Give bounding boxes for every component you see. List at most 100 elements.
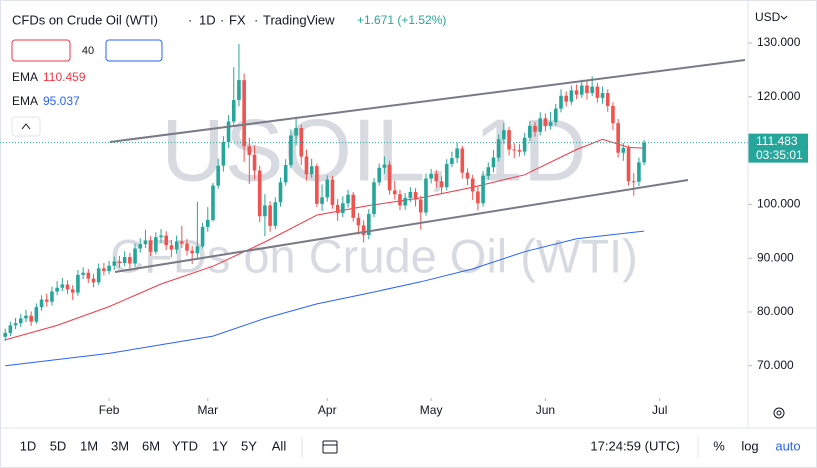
last-price-label: 111.483 xyxy=(756,134,798,148)
candle-body xyxy=(424,178,428,213)
clock: 17:24:59 (UTC) xyxy=(590,438,680,453)
x-tick-label: Jun xyxy=(536,403,555,417)
x-tick-label: Apr xyxy=(318,403,337,417)
candle-body xyxy=(143,240,148,245)
candle-body xyxy=(96,268,101,283)
channel-upper xyxy=(109,59,746,143)
candle-body xyxy=(86,272,91,279)
candle-body xyxy=(76,274,80,293)
candle-body xyxy=(55,287,59,292)
candle-body xyxy=(195,246,200,254)
candle-body xyxy=(91,278,96,283)
candle-body xyxy=(361,225,366,236)
candle-body xyxy=(257,170,262,217)
candle-body xyxy=(242,80,246,147)
candle-body xyxy=(470,178,475,192)
range-button[interactable]: 6M xyxy=(142,438,160,453)
dot: · xyxy=(220,12,224,27)
candle-body xyxy=(65,284,70,290)
candle-body xyxy=(164,235,169,246)
gear-hub xyxy=(776,410,782,416)
candle-body xyxy=(117,261,122,264)
last-price-tag xyxy=(748,133,808,163)
range-button[interactable]: 1D xyxy=(20,438,37,453)
spread: 40 xyxy=(82,45,94,57)
candle-body xyxy=(590,86,594,94)
y-tick-label: 130.000 xyxy=(757,35,801,49)
auto-button[interactable]: auto xyxy=(775,438,800,453)
candle-body xyxy=(418,199,423,213)
candle-body xyxy=(18,318,23,324)
candle-body xyxy=(351,194,356,218)
candle-body xyxy=(283,165,288,183)
ema-line xyxy=(5,230,645,367)
candle-body xyxy=(231,100,236,122)
candle-body xyxy=(102,268,106,272)
y-tick-label: 100.000 xyxy=(757,197,801,211)
candle-body xyxy=(133,248,137,264)
gear xyxy=(773,407,785,419)
candle-body xyxy=(496,139,501,158)
candle-body xyxy=(595,86,600,98)
candle-body xyxy=(81,272,85,275)
candle-body xyxy=(455,148,459,159)
range-button[interactable]: All xyxy=(272,438,287,453)
range-button[interactable]: 1M xyxy=(80,438,98,453)
calendar-icon[interactable] xyxy=(322,440,338,454)
currency[interactable]: USD xyxy=(755,10,781,24)
legend-value: 110.459 xyxy=(43,70,86,84)
candle-body xyxy=(611,105,615,124)
candle-body xyxy=(190,250,194,254)
candle-body xyxy=(403,197,407,206)
percent-button[interactable]: % xyxy=(713,438,725,453)
countdown: 03:35:01 xyxy=(756,148,803,162)
change: +1.671 (+1.52%) xyxy=(357,13,446,27)
candle-body xyxy=(341,203,345,213)
log-button[interactable]: log xyxy=(741,438,758,453)
candle-body xyxy=(439,181,444,188)
candle-body xyxy=(548,122,553,126)
candle-body xyxy=(434,173,439,182)
range-button[interactable]: 5D xyxy=(50,438,67,453)
x-tick-label: Jul xyxy=(652,403,667,417)
candle-body xyxy=(180,241,184,244)
buy-box[interactable] xyxy=(105,39,163,62)
candle-body xyxy=(564,95,568,102)
candle-body xyxy=(112,261,117,266)
settings-icon[interactable] xyxy=(773,407,785,419)
candle-body xyxy=(13,323,18,326)
candle-body xyxy=(294,128,298,136)
candle-body xyxy=(574,90,579,95)
candle-body xyxy=(289,135,293,166)
candle-body xyxy=(169,245,174,250)
candle-body xyxy=(413,192,418,200)
candle-body xyxy=(268,205,272,226)
sell-box[interactable] xyxy=(11,39,71,62)
candle-body xyxy=(621,147,626,153)
candle-body xyxy=(159,235,163,238)
range-button[interactable]: YTD xyxy=(172,438,198,453)
candle-body xyxy=(460,148,465,173)
candle-body xyxy=(476,191,480,204)
range-button[interactable]: 5Y xyxy=(241,438,257,453)
x-tick-label: Feb xyxy=(99,403,120,417)
candle-body xyxy=(237,80,241,101)
candle-body xyxy=(512,149,517,151)
exchange: FX xyxy=(229,12,246,27)
x-tick-label: May xyxy=(420,403,443,417)
legend-value: 95.037 xyxy=(43,94,80,108)
dot: · xyxy=(188,12,192,27)
candle-body xyxy=(569,90,574,102)
candle-body xyxy=(398,194,402,206)
collapse-button[interactable] xyxy=(11,116,41,137)
candle-body xyxy=(605,93,610,106)
candle-body xyxy=(60,284,65,288)
candle-body xyxy=(392,190,397,195)
candle-body xyxy=(408,192,413,198)
candle-body xyxy=(325,179,330,198)
range-button[interactable]: 3M xyxy=(111,438,129,453)
candle-body xyxy=(631,181,636,183)
candle-body xyxy=(273,202,278,226)
range-button[interactable]: 1Y xyxy=(212,438,228,453)
